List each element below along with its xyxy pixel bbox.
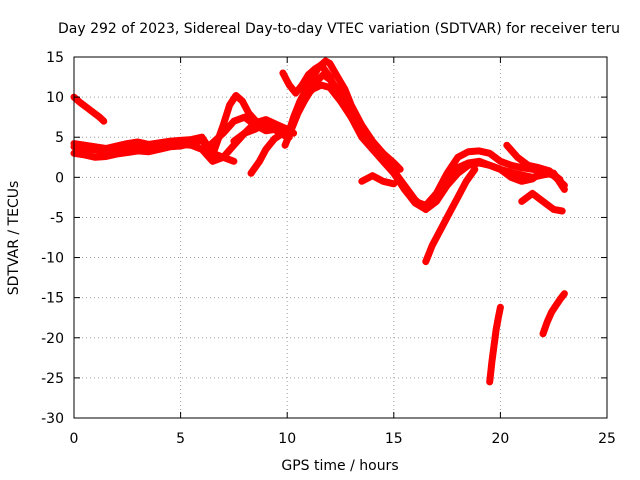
y-tick-labels: -30 -25 -20 -15 -10 -5 0 5 10 15 bbox=[41, 50, 64, 427]
series-arc-10 bbox=[294, 81, 558, 213]
series-arc-12 bbox=[358, 172, 398, 188]
x-tick-label: 20 bbox=[491, 431, 509, 447]
x-axis-label: GPS time / hours bbox=[281, 458, 398, 474]
y-tick-label: -15 bbox=[41, 291, 64, 307]
x-tick-label: 5 bbox=[176, 431, 185, 447]
y-tick-label: 10 bbox=[46, 90, 64, 106]
y-tick-label: -10 bbox=[41, 251, 64, 267]
x-tick-label: 10 bbox=[278, 431, 296, 447]
series-arc-11 bbox=[279, 61, 568, 213]
chart-title: Day 292 of 2023, Sidereal Day-to-day VTE… bbox=[58, 21, 620, 37]
x-tick-labels: 0 5 10 15 20 25 bbox=[70, 431, 616, 447]
grid-lines bbox=[74, 57, 607, 418]
y-tick-label: -25 bbox=[41, 371, 64, 387]
plot-frame bbox=[73, 56, 608, 419]
y-axis-label: SDTVAR / TECUs bbox=[6, 181, 22, 296]
x-tick-label: 15 bbox=[385, 431, 403, 447]
y-tick-label: 5 bbox=[55, 130, 64, 146]
y-tick-label: -5 bbox=[50, 210, 64, 226]
y-tick-label: -30 bbox=[41, 411, 64, 427]
data-traces bbox=[70, 57, 568, 386]
series-arc-15 bbox=[518, 189, 566, 215]
x-tick-label: 25 bbox=[598, 431, 616, 447]
y-tick-label: -20 bbox=[41, 331, 64, 347]
y-tick-label: 15 bbox=[46, 50, 64, 66]
series-arc-14 bbox=[422, 165, 479, 266]
series-arc-6 bbox=[230, 116, 291, 145]
x-tick-label: 0 bbox=[70, 431, 79, 447]
series-arc-17 bbox=[539, 290, 568, 338]
series-arc-16 bbox=[486, 303, 504, 386]
series-arc-7 bbox=[247, 129, 293, 177]
y-tick-label: 0 bbox=[55, 170, 64, 186]
series-arc-9 bbox=[281, 71, 568, 209]
series-arc-5 bbox=[209, 92, 261, 159]
series-arc-13 bbox=[503, 141, 564, 184]
series-arc-1 bbox=[70, 93, 108, 125]
series-arc-4 bbox=[70, 113, 298, 152]
axis-ticks bbox=[73, 56, 608, 419]
